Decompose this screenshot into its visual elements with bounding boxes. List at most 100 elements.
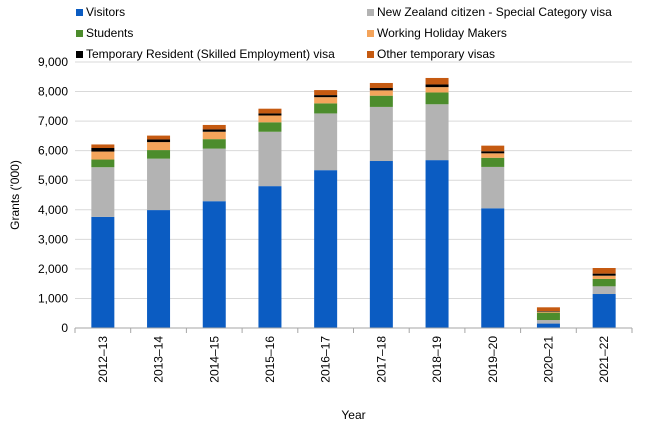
- bar-segment: [369, 161, 393, 328]
- bar-segment: [202, 139, 226, 149]
- bar-segment: [425, 87, 449, 93]
- bar-segment: [481, 166, 505, 209]
- bar-segment: [258, 113, 282, 116]
- bar-segment: [481, 151, 505, 154]
- bar-segment: [147, 139, 171, 143]
- bars: [91, 77, 616, 328]
- bar-segment: [425, 77, 449, 85]
- x-tick-label: 2012–13: [96, 336, 110, 383]
- bar-segment: [481, 157, 505, 167]
- legend-swatch: [367, 9, 374, 16]
- bar-segment: [536, 311, 560, 313]
- x-tick-label: 2018–19: [430, 336, 444, 383]
- bar-segment: [592, 286, 616, 295]
- legend-swatch: [76, 9, 83, 16]
- bar-segment: [314, 170, 338, 328]
- bar-segment: [425, 160, 449, 328]
- bar-segment: [369, 106, 393, 162]
- bar-segment: [91, 167, 115, 217]
- bar-segment: [369, 90, 393, 96]
- legend-swatch: [76, 51, 83, 58]
- y-tick-label: 3,000: [38, 232, 68, 246]
- legend-swatch: [76, 30, 83, 37]
- bar-segment: [91, 148, 115, 152]
- x-tick-label: 2015–16: [263, 336, 277, 383]
- bar-segment: [592, 275, 616, 279]
- axes: 2012–13 2013–14 2014–15 2015–16 2016–17 2017–…: [74, 327, 633, 383]
- bar-segment: [592, 294, 616, 328]
- legend: Visitors New Zealand citizen - Special Ca…: [76, 5, 612, 61]
- bar-segment: [314, 90, 338, 96]
- bar-segment: [536, 311, 560, 312]
- bar-segment: [536, 320, 560, 324]
- y-tick-label: 1,000: [38, 291, 68, 305]
- legend-label: Other temporary visas: [377, 47, 495, 61]
- y-tick-label: 4,000: [38, 203, 68, 217]
- bar-segment: [91, 144, 115, 149]
- bar-segment: [258, 122, 282, 132]
- y-tick-label: 7,000: [38, 114, 68, 128]
- x-tick-label: 2016–17: [319, 336, 333, 383]
- legend-swatch: [367, 51, 374, 58]
- bar-segment: [425, 84, 449, 88]
- bar-segment: [314, 113, 338, 171]
- bar-segment: [314, 103, 338, 114]
- legend-label: New Zealand citizen - Special Category v…: [377, 5, 612, 19]
- bar-segment: [258, 131, 282, 187]
- bar-segment: [536, 312, 560, 321]
- bar-segment: [258, 108, 282, 114]
- y-tick-label: 9,000: [38, 55, 68, 69]
- bar-segment: [369, 88, 393, 91]
- bar-segment: [592, 278, 616, 287]
- bar-segment: [481, 208, 505, 328]
- bar-segment: [147, 135, 171, 140]
- bar-segment: [425, 104, 449, 161]
- bar-segment: [258, 115, 282, 123]
- bar-segment: [536, 323, 560, 328]
- gridlines: 0 1,000 2,000 3,000 4,000 5,000 6,000 7,000 8,00…: [38, 55, 632, 335]
- y-tick-label: 5,000: [38, 173, 68, 187]
- bar-segment: [91, 216, 115, 328]
- bar-segment: [147, 158, 171, 211]
- bar-segment: [481, 153, 505, 158]
- bar-segment: [147, 142, 171, 151]
- bar-segment: [91, 159, 115, 168]
- y-axis-title: Grants ('000): [8, 160, 22, 230]
- legend-label: Visitors: [86, 5, 125, 19]
- x-tick-label: 2013–14: [152, 336, 166, 383]
- bar-segment: [258, 186, 282, 328]
- y-tick-label: 6,000: [38, 144, 68, 158]
- bar-segment: [202, 148, 226, 202]
- bar-segment: [314, 97, 338, 104]
- bar-segment: [536, 307, 560, 312]
- x-axis-title: Year: [341, 408, 365, 422]
- bar-segment: [481, 145, 505, 152]
- legend-swatch: [367, 30, 374, 37]
- bar-segment: [91, 151, 115, 160]
- x-tick-label: 2017–18: [374, 336, 388, 383]
- x-tick-label: 2014–15: [207, 336, 221, 383]
- legend-label: Temporary Resident (Skilled Employment) …: [86, 47, 335, 61]
- legend-label: Working Holiday Makers: [377, 26, 507, 40]
- bar-segment: [369, 95, 393, 107]
- bar-segment: [592, 268, 616, 274]
- y-tick-label: 0: [61, 321, 68, 335]
- bar-segment: [202, 124, 226, 130]
- y-tick-label: 2,000: [38, 262, 68, 276]
- bar-segment: [202, 201, 226, 328]
- bar-segment: [314, 95, 338, 98]
- x-tick-label: 2019–20: [486, 336, 500, 383]
- y-tick-label: 8,000: [38, 85, 68, 99]
- bar-segment: [202, 129, 226, 132]
- bar-segment: [202, 131, 226, 140]
- legend-label: Students: [86, 26, 133, 40]
- x-tick-label: 2020–21: [541, 336, 555, 383]
- bar-segment: [592, 273, 616, 276]
- bar-segment: [369, 82, 393, 89]
- bar-segment: [147, 150, 171, 159]
- bar-segment: [425, 92, 449, 105]
- x-tick-label: 2021–22: [597, 336, 611, 383]
- bar-segment: [147, 210, 171, 328]
